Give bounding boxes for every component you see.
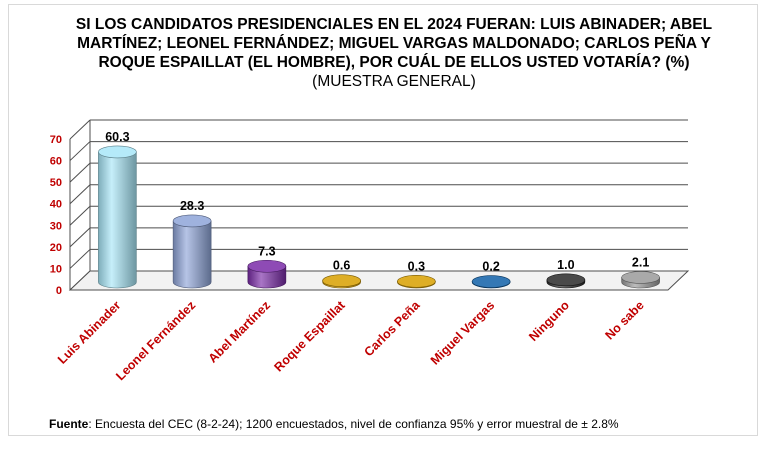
x-tick-label: No sabe bbox=[602, 298, 646, 342]
x-tick-label: Luis Abinader bbox=[55, 298, 124, 367]
gridline-depth bbox=[69, 205, 91, 226]
axes bbox=[68, 120, 690, 291]
x-tick-label: Abel Martínez bbox=[206, 298, 273, 365]
floor bbox=[68, 270, 690, 291]
gridline-depth bbox=[69, 162, 91, 183]
bars bbox=[98, 145, 660, 289]
gridline-depth bbox=[69, 227, 91, 248]
gridline-depth bbox=[69, 119, 91, 140]
bar bbox=[247, 259, 287, 289]
data-label: 2.1 bbox=[632, 255, 649, 269]
labels: 0 10 20 30 40 50 60 70 60.3 Luis Abinader 28.3 Leon… bbox=[50, 130, 650, 383]
source-label: Fuente bbox=[49, 417, 89, 431]
gridline-depth bbox=[69, 141, 91, 161]
chart-title-main: SI LOS CANDIDATOS PRESIDENCIALES EN EL 2… bbox=[75, 16, 713, 71]
x-tick-label: Miguel Vargas bbox=[428, 298, 497, 367]
y-tick-label: 30 bbox=[50, 220, 62, 232]
data-label: 60.3 bbox=[105, 130, 129, 144]
gridline-depth bbox=[69, 184, 91, 205]
y-tick-label: 10 bbox=[50, 263, 62, 275]
bar bbox=[621, 271, 660, 289]
source-text: : Encuesta del CEC (8-2-24); 1200 encues… bbox=[88, 417, 619, 431]
data-label: 7.3 bbox=[258, 244, 275, 258]
chart-title-suffix: (MUESTRA GENERAL) bbox=[312, 73, 476, 90]
y-tick-label: 20 bbox=[50, 242, 62, 254]
x-tick-label: Ninguno bbox=[526, 298, 572, 344]
bar bbox=[471, 275, 511, 289]
y-tick-label: 0 bbox=[56, 285, 62, 297]
y-tick-label: 50 bbox=[50, 177, 62, 189]
gridline-depth bbox=[69, 249, 91, 269]
data-label: 0.2 bbox=[482, 260, 499, 274]
bar bbox=[98, 145, 137, 289]
chart-title: SI LOS CANDIDATOS PRESIDENCIALES EN EL 2… bbox=[69, 15, 719, 91]
bar bbox=[322, 274, 361, 289]
x-tick-label: Roque Espaillat bbox=[272, 298, 349, 375]
data-label: 1.0 bbox=[557, 258, 574, 272]
y-tick-label: 70 bbox=[50, 134, 62, 146]
bar bbox=[172, 214, 212, 289]
bar bbox=[546, 273, 586, 289]
y-tick-label: 40 bbox=[50, 199, 62, 211]
x-tick-label: Carlos Peña bbox=[361, 297, 423, 359]
x-tick-label: Leonel Fernández bbox=[113, 298, 198, 383]
data-label: 0.6 bbox=[333, 259, 350, 273]
source-note: Fuente: Encuesta del CEC (8-2-24); 1200 … bbox=[49, 417, 739, 431]
bar bbox=[397, 275, 436, 289]
y-tick-label: 60 bbox=[50, 156, 62, 168]
grid-lines bbox=[69, 119, 688, 291]
data-label: 28.3 bbox=[180, 199, 204, 213]
data-label: 0.3 bbox=[408, 259, 425, 273]
